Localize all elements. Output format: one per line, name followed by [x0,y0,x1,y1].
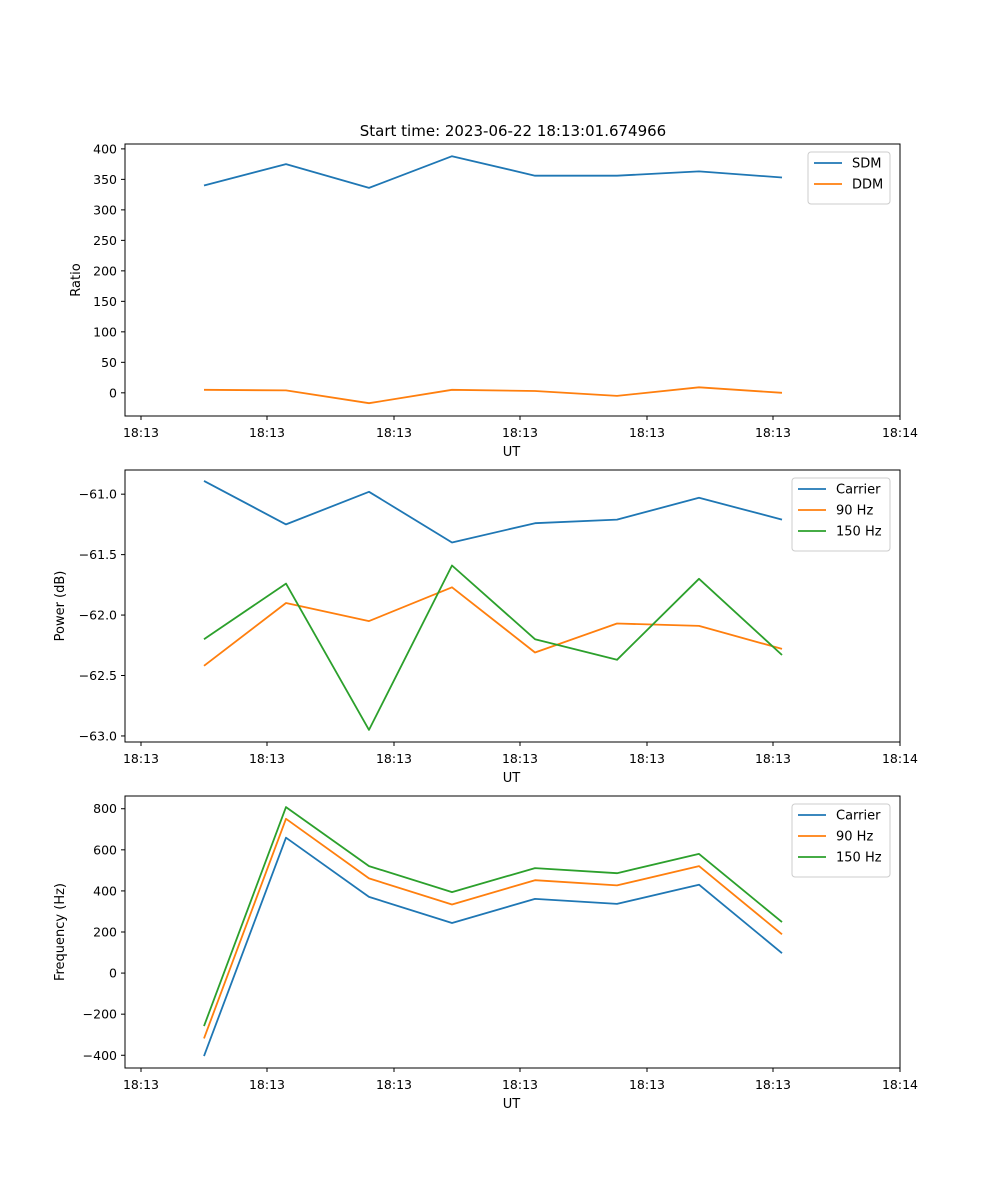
y-tick-label: 200 [93,263,117,278]
series-line-carrier [203,836,783,1057]
y-tick-label: 800 [93,801,117,816]
y-tick-label: 400 [93,883,117,898]
x-tick-label: 18:13 [755,425,791,440]
legend: Carrier 90 Hz 150 Hz [791,803,891,878]
y-tick-label: 100 [93,324,117,339]
x-tick-label: 18:13 [629,425,665,440]
axes-frame [124,795,901,1069]
y-tick-label: 50 [101,355,117,370]
figure-title: Start time: 2023-06-22 18:13:01.674966 [360,122,666,140]
y-tick-label: −400 [83,1048,117,1063]
y-tick-label: −61.0 [79,487,117,502]
x-tick-label: 18:14 [882,1077,918,1092]
y-tick-label: 200 [93,925,117,940]
y-tick-label: 400 [93,141,117,156]
subplot-2: 18:13 18:13 18:13 18:13 18:13 18:13 18:14 −61.0… [53,469,918,786]
series-line-sdm [203,155,783,189]
x-axis-label: UT [503,771,521,786]
x-tick-label: 18:13 [123,425,159,440]
y-tick-label: 250 [93,233,117,248]
x-tick-label: 18:13 [629,751,665,766]
series-line-90-hz [203,586,783,667]
axes-frame [124,469,901,743]
axes-frame [124,143,901,417]
legend-box [791,477,891,552]
subplot-3: 18:13 18:13 18:13 18:13 18:13 18:13 18:14 800 60… [53,795,918,1112]
x-tick-label: 18:14 [882,751,918,766]
x-tick-label: 18:13 [755,751,791,766]
x-tick-label: 18:13 [629,1077,665,1092]
legend-label: DDM [852,178,883,193]
plots-container: 18:13 18:13 18:13 18:13 18:13 18:13 18:14 400 35… [53,141,918,1112]
legend: Carrier 90 Hz 150 Hz [791,477,891,552]
y-tick-label: 350 [93,172,117,187]
y-tick-label: 0 [109,385,117,400]
legend-label: SDM [852,157,881,172]
legend-label: 90 Hz [836,830,873,845]
x-tick-label: 18:13 [123,751,159,766]
y-tick-label: −63.0 [79,728,117,743]
y-axis-label: Ratio [69,263,84,296]
y-tick-label: 600 [93,842,117,857]
legend-label: 150 Hz [836,851,882,866]
y-tick-label: 0 [109,966,117,981]
x-tick-label: 18:13 [502,425,538,440]
series-line-90-hz [203,817,783,1039]
y-tick-label: −62.5 [79,668,117,683]
legend-box [791,803,891,878]
subplot-1: 18:13 18:13 18:13 18:13 18:13 18:13 18:14 400 35… [69,141,918,460]
y-tick-label: −200 [83,1007,117,1022]
y-tick-label: 300 [93,202,117,217]
x-tick-label: 18:13 [376,751,412,766]
x-tick-label: 18:13 [376,425,412,440]
y-axis-label: Power (dB) [53,571,68,642]
x-axis-label: UT [503,1097,521,1112]
y-axis-label: Frequency (Hz) [53,883,68,981]
x-tick-label: 18:13 [755,1077,791,1092]
x-tick-label: 18:14 [882,425,918,440]
series-line-ddm [203,386,783,405]
legend-label: Carrier [836,809,881,824]
y-tick-label: −61.5 [79,547,117,562]
x-tick-label: 18:13 [376,1077,412,1092]
x-tick-label: 18:13 [502,751,538,766]
x-tick-label: 18:13 [249,1077,285,1092]
legend: SDM DDM [807,151,891,205]
legend-box [807,151,891,205]
x-tick-label: 18:13 [123,1077,159,1092]
legend-label: Carrier [836,483,881,498]
x-axis-label: UT [503,445,521,460]
legend-label: 150 Hz [836,525,882,540]
y-tick-label: −62.0 [79,608,117,623]
series-line-150-hz [203,564,783,731]
x-tick-label: 18:13 [502,1077,538,1092]
x-tick-label: 18:13 [249,425,285,440]
x-tick-label: 18:13 [249,751,285,766]
y-tick-label: 150 [93,294,117,309]
series-line-carrier [203,480,783,544]
legend-label: 90 Hz [836,504,873,519]
series-line-150-hz [203,806,783,1027]
